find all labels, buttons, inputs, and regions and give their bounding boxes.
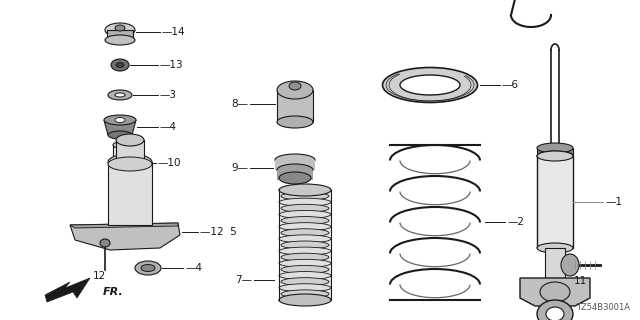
Bar (107, 30, 133, 40)
Text: FR.: FR. (103, 287, 124, 297)
Ellipse shape (105, 23, 135, 37)
Ellipse shape (279, 172, 311, 184)
Ellipse shape (115, 117, 125, 123)
Bar (108, 162, 152, 225)
Text: —3: —3 (160, 90, 177, 100)
Ellipse shape (561, 254, 579, 276)
Ellipse shape (105, 35, 135, 45)
Polygon shape (70, 223, 180, 250)
Ellipse shape (537, 151, 573, 161)
Ellipse shape (115, 25, 125, 31)
Ellipse shape (281, 217, 329, 225)
Text: —10: —10 (158, 158, 182, 168)
Ellipse shape (537, 243, 573, 253)
Ellipse shape (281, 266, 329, 274)
Bar (113, 145, 127, 181)
Ellipse shape (116, 62, 124, 68)
Text: 11: 11 (573, 276, 587, 286)
Bar (545, 248, 565, 278)
Ellipse shape (281, 253, 329, 261)
Polygon shape (45, 278, 90, 302)
Ellipse shape (279, 272, 331, 280)
Bar (537, 156, 573, 248)
Ellipse shape (104, 115, 136, 125)
Ellipse shape (279, 184, 331, 196)
Text: 12: 12 (93, 271, 106, 281)
Ellipse shape (400, 75, 460, 95)
Ellipse shape (281, 290, 329, 298)
Ellipse shape (279, 247, 331, 255)
Text: —12  5: —12 5 (200, 227, 237, 237)
Bar (116, 140, 144, 164)
Bar (277, 170, 313, 180)
Ellipse shape (537, 151, 573, 161)
Ellipse shape (135, 261, 161, 275)
Ellipse shape (279, 186, 331, 194)
Text: —13: —13 (160, 60, 184, 70)
Text: 9—: 9— (231, 163, 248, 173)
Ellipse shape (108, 131, 132, 139)
Polygon shape (70, 223, 178, 228)
Ellipse shape (113, 178, 127, 184)
Ellipse shape (279, 296, 331, 304)
Text: —6: —6 (502, 80, 519, 90)
Text: —14: —14 (162, 27, 186, 37)
Ellipse shape (540, 282, 570, 302)
Bar (537, 148, 573, 156)
Ellipse shape (277, 116, 313, 128)
Ellipse shape (277, 81, 313, 99)
Ellipse shape (383, 68, 477, 102)
Ellipse shape (281, 192, 329, 200)
Text: —4: —4 (160, 122, 177, 132)
Ellipse shape (289, 82, 301, 90)
Ellipse shape (111, 59, 129, 71)
Ellipse shape (277, 164, 313, 176)
Ellipse shape (537, 143, 573, 153)
Ellipse shape (279, 294, 331, 306)
Text: —2: —2 (507, 217, 524, 227)
Ellipse shape (275, 154, 315, 166)
Ellipse shape (537, 300, 573, 320)
Bar (279, 190, 331, 300)
Ellipse shape (108, 154, 152, 170)
Ellipse shape (281, 204, 329, 212)
Ellipse shape (141, 265, 155, 271)
Ellipse shape (108, 157, 152, 171)
Ellipse shape (279, 259, 331, 267)
Ellipse shape (279, 235, 331, 243)
Text: TZ54B3001A: TZ54B3001A (576, 303, 630, 312)
Ellipse shape (279, 211, 331, 219)
Ellipse shape (279, 284, 331, 292)
Ellipse shape (115, 93, 125, 97)
Text: 7—: 7— (235, 275, 252, 285)
Ellipse shape (100, 239, 110, 247)
Ellipse shape (281, 278, 329, 286)
Ellipse shape (546, 307, 564, 320)
Ellipse shape (281, 241, 329, 249)
Ellipse shape (108, 90, 132, 100)
Ellipse shape (281, 229, 329, 237)
Ellipse shape (113, 142, 127, 148)
Text: —1: —1 (605, 197, 622, 207)
Bar (275, 160, 315, 170)
Text: —4: —4 (185, 263, 202, 273)
Ellipse shape (279, 223, 331, 231)
Text: 8—: 8— (231, 99, 248, 109)
Ellipse shape (116, 134, 144, 146)
Bar (277, 90, 313, 122)
Ellipse shape (279, 198, 331, 206)
Polygon shape (520, 278, 590, 306)
Polygon shape (104, 120, 136, 135)
